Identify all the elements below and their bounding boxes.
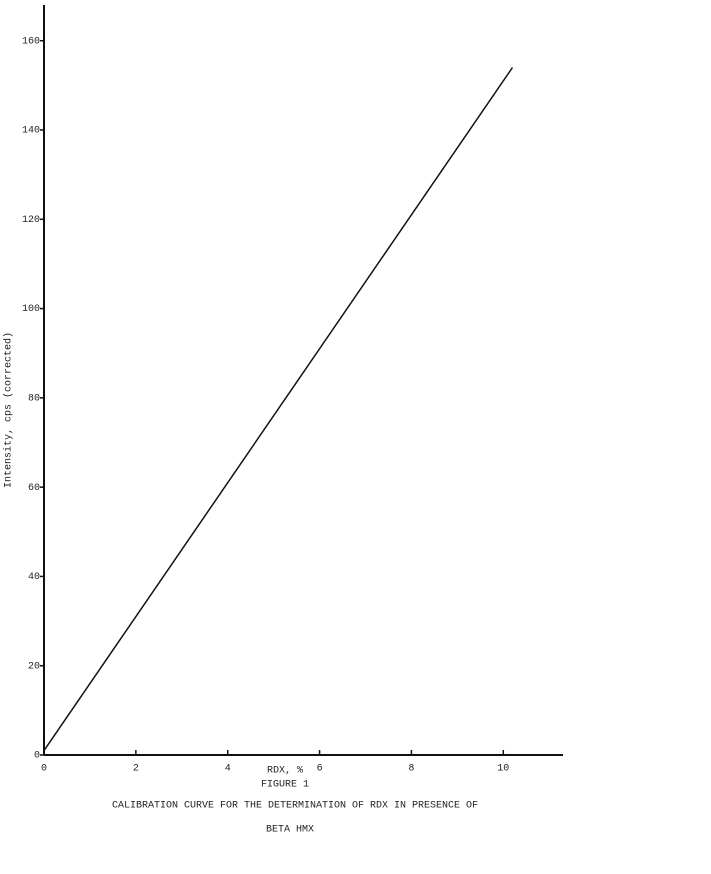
data-line: [43, 67, 514, 751]
y-tick-label: 100: [22, 304, 40, 315]
x-axis-label: RDX, %: [267, 766, 303, 777]
caption: CALIBRATION CURVE FOR THE DETERMINATION …: [112, 801, 478, 812]
caption: BETA HMX: [266, 825, 314, 836]
y-tick-label: 40: [28, 572, 40, 583]
y-tick-label: 80: [28, 393, 40, 404]
chart-title: FIGURE 1: [261, 780, 309, 791]
y-axis-label: Intensity, cps (corrected): [3, 332, 15, 488]
y-tick-label: 60: [28, 483, 40, 494]
y-tick-label: 140: [22, 126, 40, 137]
y-tick-label: 120: [22, 215, 40, 226]
x-tick-label: 4: [225, 764, 231, 775]
x-tick-label: 6: [317, 764, 323, 775]
y-tick-label: 0: [34, 751, 40, 762]
y-tick-label: 20: [28, 661, 40, 672]
x-tick-label: 10: [497, 764, 509, 775]
x-tick-label: 8: [408, 764, 414, 775]
y-tick-label: 160: [22, 36, 40, 47]
x-tick-label: 2: [133, 764, 139, 775]
x-tick-label: 0: [41, 764, 47, 775]
